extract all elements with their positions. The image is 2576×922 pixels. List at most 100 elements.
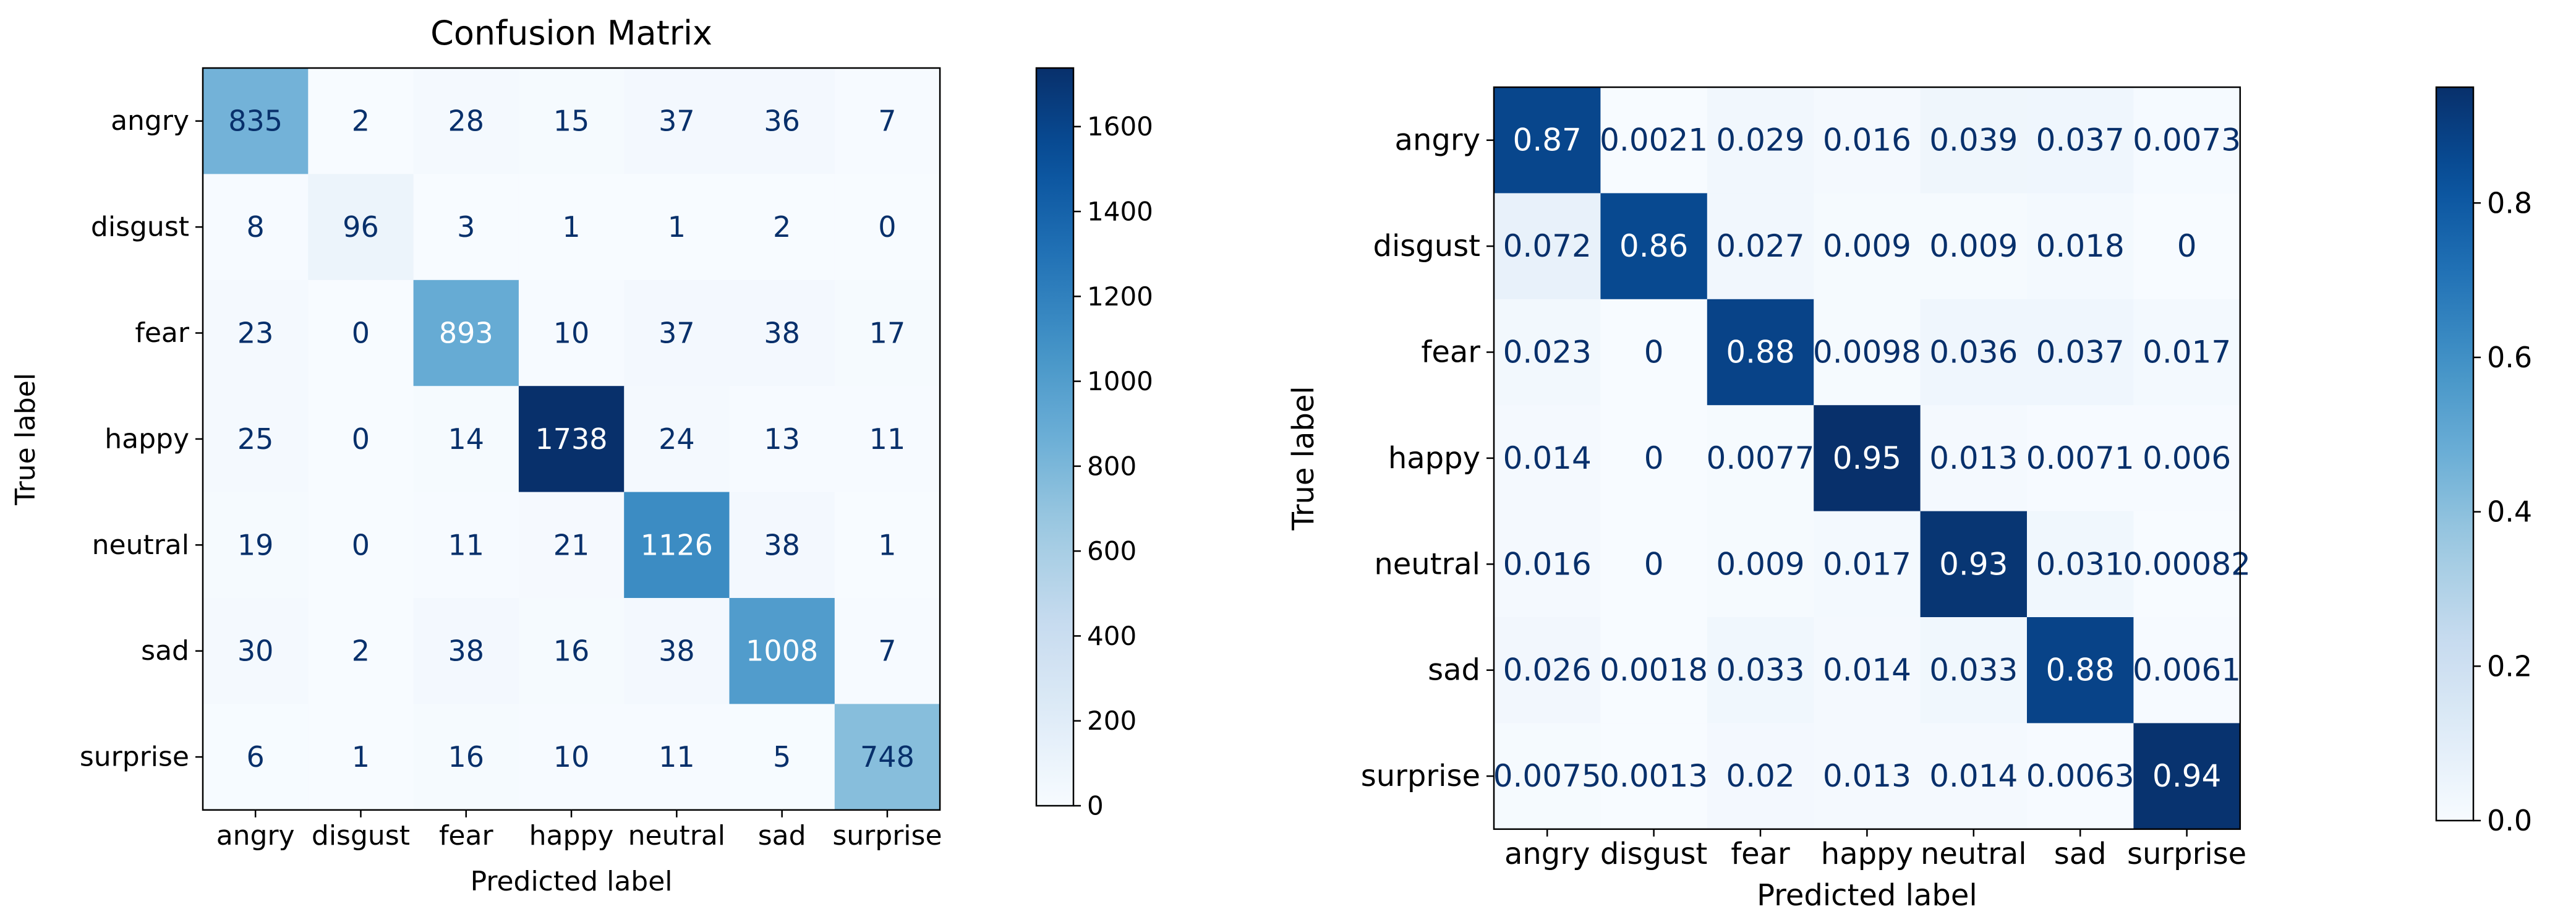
y-tick-label: neutral [1374, 547, 1480, 581]
matrix-cell [1494, 299, 1601, 406]
cell-value-label: 0.016 [1503, 546, 1592, 582]
cell-value-label: 0.0021 [1600, 122, 1708, 158]
cell-value-label: 0.009 [1716, 546, 1804, 582]
matrix-cell [1707, 723, 1814, 830]
matrix-cell [834, 68, 940, 174]
matrix-cell [1814, 193, 1921, 300]
cell-value-label: 25 [237, 422, 274, 456]
matrix-cell [2027, 299, 2134, 406]
matrix-cell [518, 68, 625, 174]
matrix-cell [203, 280, 309, 386]
cell-value-label: 0 [352, 317, 370, 350]
matrix-cell [203, 492, 309, 599]
matrix-cell [1707, 405, 1814, 512]
matrix-cell [1814, 299, 1921, 406]
matrix-cell [203, 68, 309, 174]
cell-value-label: 0.0018 [1600, 652, 1708, 688]
x-tick-label: sad [758, 820, 806, 852]
matrix-cell [1707, 87, 1814, 194]
matrix-cell [729, 704, 835, 811]
matrix-cell [308, 280, 414, 386]
matrix-cell [413, 174, 519, 281]
matrix-cell [1920, 405, 2028, 512]
cell-value-label: 0.031 [2036, 546, 2125, 582]
cell-value-label: 0.0013 [1600, 758, 1708, 794]
matrix-cell [308, 492, 414, 599]
matrix-cell [834, 386, 940, 493]
cell-value-label: 0.026 [1503, 652, 1592, 688]
cell-value-label: 10 [553, 317, 590, 350]
colorbar-tick-label: 1200 [1087, 281, 1153, 312]
cell-value-label: 0.017 [1823, 546, 1911, 582]
x-tick-label: disgust [1600, 837, 1708, 871]
x-axis-label: Predicted label [471, 866, 673, 897]
cell-value-label: 1 [562, 210, 580, 244]
cell-value-label: 2 [773, 210, 791, 244]
x-tick-label: surprise [832, 820, 942, 852]
cell-value-label: 38 [764, 317, 800, 350]
cell-value-label: 28 [448, 105, 484, 138]
cell-value-label: 37 [659, 317, 695, 350]
cell-value-label: 0.018 [2036, 228, 2125, 264]
cell-value-label: 13 [764, 422, 800, 456]
matrix-cell [1600, 87, 1708, 194]
x-tick-label: angry [216, 820, 295, 852]
matrix-cell [1920, 511, 2028, 618]
matrix-cell [729, 174, 835, 281]
x-tick-label: surprise [2127, 837, 2246, 871]
cell-value-label: 0.036 [1929, 335, 2018, 370]
matrix-cell [518, 386, 625, 493]
matrix-cell [1814, 617, 1921, 724]
matrix-cell [729, 386, 835, 493]
cell-value-label: 16 [448, 740, 484, 774]
cell-value-label: 19 [237, 528, 274, 561]
matrix-cell [2133, 723, 2241, 830]
matrix-cell [2133, 617, 2241, 724]
cell-value-label: 835 [228, 105, 283, 138]
matrix-cell [203, 174, 309, 281]
matrix-cell [413, 598, 519, 704]
cell-value-label: 14 [448, 422, 484, 456]
matrix-cell [518, 174, 625, 281]
cell-value-label: 7 [878, 634, 896, 668]
cell-value-label: 0.072 [1503, 228, 1592, 264]
cell-value-label: 0.0075 [1493, 758, 1601, 794]
matrix-cell [624, 386, 730, 493]
cell-value-label: 0.033 [1929, 652, 2018, 688]
cell-value-label: 11 [448, 528, 484, 561]
cell-value-label: 0 [2177, 228, 2197, 264]
colorbar-tick-label: 600 [1087, 536, 1137, 566]
matrix-cell [834, 280, 940, 386]
matrix-cell [2027, 617, 2134, 724]
matrix-cell [1814, 511, 1921, 618]
colorbar-tick-label: 0.2 [2487, 649, 2532, 683]
matrix-cell [2027, 723, 2134, 830]
matrix-cell [413, 280, 519, 386]
y-tick-label: happy [1388, 441, 1480, 476]
cell-value-label: 0.88 [1726, 335, 1794, 370]
matrix-cell [624, 174, 730, 281]
cell-value-label: 1738 [535, 422, 608, 456]
colorbar [2435, 86, 2475, 822]
cell-value-label: 0 [1644, 440, 1664, 476]
matrix-cell [2027, 405, 2134, 512]
matrix-cell [2027, 87, 2134, 194]
matrix-cell [413, 704, 519, 811]
cell-value-label: 0 [352, 528, 370, 561]
colorbar-tick-label: 0.0 [2487, 804, 2532, 837]
matrix-cell [834, 492, 940, 599]
cell-value-label: 7 [878, 105, 896, 138]
cell-value-label: 5 [773, 740, 791, 774]
cell-value-label: 0.017 [2143, 335, 2231, 370]
colorbar-tick-label: 200 [1087, 706, 1137, 736]
cell-value-label: 3 [457, 210, 475, 244]
colorbar-tick-label: 0.8 [2487, 186, 2532, 220]
y-tick-label: fear [135, 317, 190, 349]
matrix-cell [203, 386, 309, 493]
matrix-cell [203, 598, 309, 704]
matrix-cell [1600, 405, 1708, 512]
matrix-cell [729, 598, 835, 704]
cell-value-label: 1 [668, 210, 686, 244]
